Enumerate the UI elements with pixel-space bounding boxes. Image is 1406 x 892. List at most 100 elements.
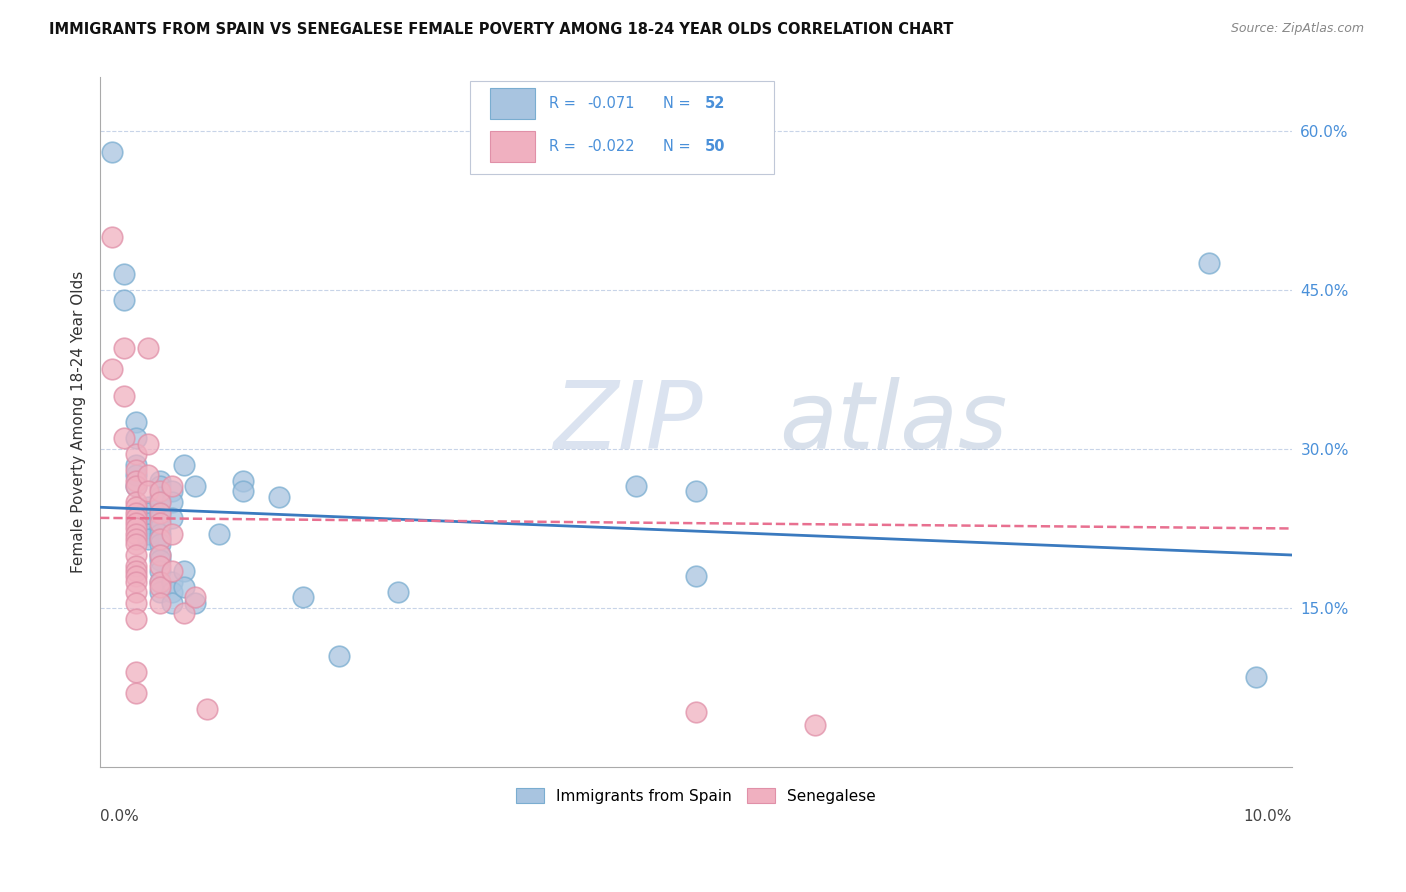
Point — [125, 511, 148, 525]
Point — [1198, 256, 1220, 270]
Legend: Immigrants from Spain, Senegalese: Immigrants from Spain, Senegalese — [509, 780, 883, 812]
Point — [125, 506, 148, 520]
Point — [160, 574, 183, 589]
Point — [149, 479, 172, 493]
Point — [160, 511, 183, 525]
Point — [626, 479, 648, 493]
Point — [149, 548, 172, 562]
Point — [112, 341, 135, 355]
Text: N =: N = — [662, 96, 695, 112]
Point — [160, 484, 183, 499]
Point — [112, 293, 135, 308]
Point — [136, 484, 159, 499]
Point — [125, 585, 148, 599]
Point — [136, 436, 159, 450]
Point — [149, 490, 172, 504]
Bar — [489, 88, 536, 120]
Point — [149, 558, 172, 573]
Point — [125, 596, 148, 610]
Point — [125, 521, 148, 535]
Point — [125, 569, 148, 583]
Point — [173, 564, 195, 578]
Point — [149, 484, 172, 499]
Text: 50: 50 — [704, 139, 725, 154]
Text: IMMIGRANTS FROM SPAIN VS SENEGALESE FEMALE POVERTY AMONG 18-24 YEAR OLDS CORRELA: IMMIGRANTS FROM SPAIN VS SENEGALESE FEMA… — [49, 22, 953, 37]
Point — [112, 267, 135, 281]
Point — [208, 526, 231, 541]
Point — [685, 569, 707, 583]
Text: -0.071: -0.071 — [588, 96, 636, 112]
Point — [149, 474, 172, 488]
Point — [136, 506, 159, 520]
Point — [267, 490, 290, 504]
Text: 0.0%: 0.0% — [100, 809, 139, 823]
Point — [149, 585, 172, 599]
Point — [136, 468, 159, 483]
Point — [149, 511, 172, 525]
Point — [149, 516, 172, 531]
Point — [804, 718, 827, 732]
Point — [125, 532, 148, 546]
Point — [112, 431, 135, 445]
Text: R =: R = — [550, 96, 581, 112]
Point — [125, 558, 148, 573]
Text: ZIP: ZIP — [553, 376, 703, 468]
Point — [328, 648, 350, 663]
Point — [149, 537, 172, 551]
Point — [136, 516, 159, 531]
Point — [685, 705, 707, 719]
Point — [291, 591, 314, 605]
Point — [101, 362, 124, 376]
Point — [387, 585, 409, 599]
Point — [160, 564, 183, 578]
Point — [136, 526, 159, 541]
Point — [160, 585, 183, 599]
Point — [149, 596, 172, 610]
Point — [125, 431, 148, 445]
Point — [149, 580, 172, 594]
Point — [125, 548, 148, 562]
Point — [136, 500, 159, 515]
Point — [112, 389, 135, 403]
Point — [125, 479, 148, 493]
Point — [125, 447, 148, 461]
Point — [125, 665, 148, 679]
Point — [125, 564, 148, 578]
Point — [197, 702, 219, 716]
Point — [1244, 670, 1267, 684]
Point — [685, 484, 707, 499]
Point — [149, 532, 172, 546]
Point — [149, 506, 172, 520]
Point — [149, 574, 172, 589]
Text: Source: ZipAtlas.com: Source: ZipAtlas.com — [1230, 22, 1364, 36]
Point — [125, 495, 148, 509]
Point — [125, 574, 148, 589]
Point — [125, 516, 148, 531]
Point — [160, 479, 183, 493]
Point — [149, 521, 172, 535]
Point — [173, 458, 195, 472]
Point — [184, 479, 207, 493]
Point — [136, 521, 159, 535]
Text: N =: N = — [662, 139, 695, 154]
Point — [149, 506, 172, 520]
Point — [160, 596, 183, 610]
Point — [232, 484, 254, 499]
FancyBboxPatch shape — [470, 81, 773, 174]
Point — [125, 479, 148, 493]
Point — [149, 495, 172, 509]
Point — [125, 500, 148, 515]
Point — [125, 686, 148, 700]
Point — [149, 532, 172, 546]
Point — [136, 341, 159, 355]
Point — [173, 580, 195, 594]
Point — [149, 564, 172, 578]
Point — [125, 526, 148, 541]
Point — [136, 532, 159, 546]
Point — [149, 495, 172, 509]
Point — [101, 229, 124, 244]
Point — [101, 145, 124, 159]
Point — [125, 463, 148, 477]
Point — [125, 458, 148, 472]
Text: -0.022: -0.022 — [588, 139, 636, 154]
